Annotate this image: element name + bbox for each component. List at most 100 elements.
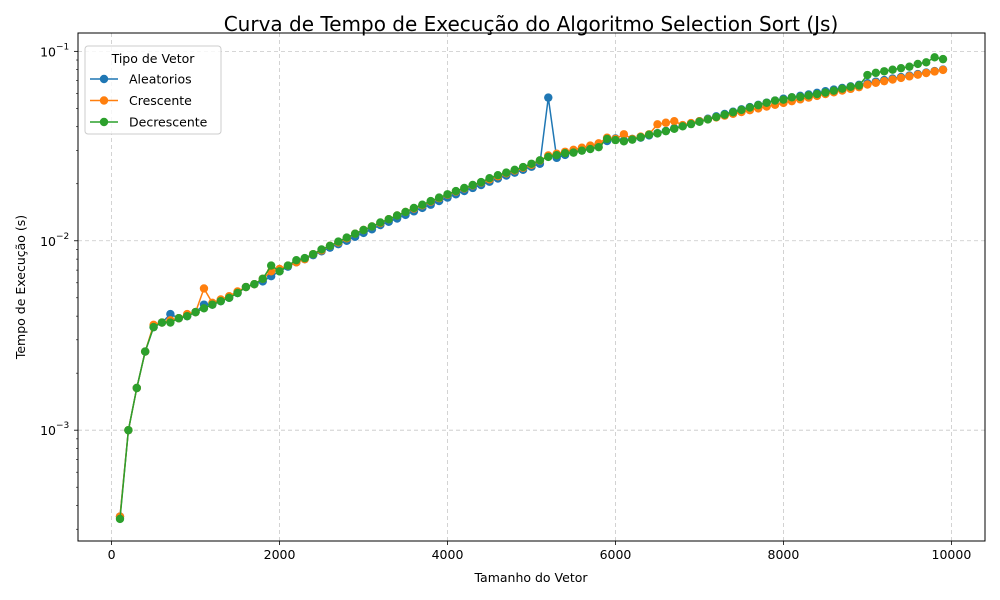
- data-point: [308, 249, 318, 259]
- data-point: [544, 152, 553, 162]
- x-tick-label: 2000: [264, 547, 296, 562]
- data-point: [409, 203, 419, 213]
- data-point: [653, 120, 662, 129]
- data-point: [938, 54, 948, 64]
- data-point: [896, 63, 906, 73]
- data-point: [745, 103, 755, 112]
- data-point: [140, 347, 150, 356]
- data-point: [476, 177, 486, 187]
- data-point: [863, 70, 872, 80]
- series-layer: [115, 53, 948, 524]
- y-tick-label: 10: [40, 423, 56, 438]
- y-tick-exponent: −3: [56, 421, 69, 431]
- legend-label-crescente: Crescente: [129, 93, 192, 108]
- y-tick-base: 10: [40, 423, 56, 438]
- data-point: [191, 307, 200, 317]
- y-tick-exponent: −2: [56, 232, 69, 242]
- data-point: [703, 115, 713, 124]
- data-point: [224, 293, 234, 302]
- data-point: [376, 218, 385, 227]
- y-tick-base: 10: [40, 234, 56, 249]
- data-point: [157, 318, 167, 327]
- data-point: [661, 126, 671, 136]
- data-point: [854, 81, 864, 90]
- data-point: [275, 267, 284, 276]
- data-point: [552, 150, 561, 160]
- data-point: [124, 425, 133, 435]
- data-point: [266, 261, 276, 270]
- y-tick-label: 10: [40, 44, 56, 59]
- data-point: [418, 200, 427, 209]
- data-point: [619, 137, 629, 146]
- data-point: [166, 318, 175, 327]
- data-point: [871, 68, 881, 78]
- data-point: [384, 214, 393, 224]
- data-point: [208, 300, 217, 309]
- data-point: [325, 241, 335, 251]
- data-point: [577, 146, 587, 155]
- data-point: [434, 193, 444, 202]
- data-point: [720, 110, 729, 119]
- data-point: [670, 124, 679, 134]
- data-point: [258, 274, 267, 283]
- legend-marker-decrescente: [99, 117, 109, 127]
- plot-frame: [77, 32, 986, 542]
- data-point: [426, 196, 435, 206]
- data-point: [804, 91, 813, 100]
- legend-label-decrescente: Decrescente: [129, 115, 208, 130]
- legend-label-aleatorios: Aleatorios: [129, 72, 192, 87]
- data-point: [846, 82, 855, 91]
- data-point: [199, 304, 209, 313]
- data-point: [502, 168, 511, 177]
- data-point: [779, 95, 788, 104]
- data-point: [938, 65, 948, 75]
- data-point: [619, 130, 629, 139]
- data-point: [359, 225, 368, 235]
- data-point: [149, 322, 158, 332]
- data-point: [586, 144, 595, 154]
- data-point: [653, 129, 662, 138]
- data-point: [132, 383, 141, 393]
- data-point: [460, 183, 469, 193]
- data-point: [913, 59, 923, 69]
- data-point: [838, 84, 847, 93]
- data-point: [342, 233, 351, 242]
- data-point: [602, 134, 612, 144]
- data-point: [485, 173, 494, 183]
- legend-box: [84, 45, 222, 135]
- data-point: [686, 119, 696, 129]
- data-point: [880, 76, 889, 86]
- data-point: [930, 53, 939, 62]
- data-point: [880, 67, 889, 76]
- legend: Tipo de Vetor Aleatorios Crescente Decresc…: [84, 45, 222, 135]
- data-point: [518, 162, 528, 172]
- data-point: [182, 311, 192, 321]
- data-point: [787, 93, 797, 102]
- data-point: [468, 180, 477, 190]
- data-point: [594, 142, 603, 152]
- data-point: [812, 89, 822, 99]
- data-point: [922, 68, 931, 78]
- data-point: [174, 314, 183, 323]
- data-point: [922, 58, 931, 67]
- data-point: [829, 86, 839, 95]
- data-point: [166, 309, 175, 319]
- data-point: [888, 75, 897, 84]
- data-point: [115, 514, 125, 524]
- data-point: [569, 148, 578, 157]
- data-point: [527, 159, 536, 168]
- data-point: [292, 255, 301, 265]
- data-point: [401, 207, 410, 217]
- data-point: [233, 288, 242, 298]
- data-point: [796, 92, 805, 102]
- y-axis: 10−310−210−1: [40, 42, 78, 530]
- data-point: [644, 130, 654, 139]
- data-point: [199, 284, 209, 293]
- data-point: [821, 88, 830, 97]
- x-tick-label: 0: [108, 547, 116, 562]
- data-point: [250, 279, 259, 289]
- data-point: [871, 78, 881, 88]
- series-decrescente: [115, 53, 948, 524]
- data-point: [888, 65, 897, 74]
